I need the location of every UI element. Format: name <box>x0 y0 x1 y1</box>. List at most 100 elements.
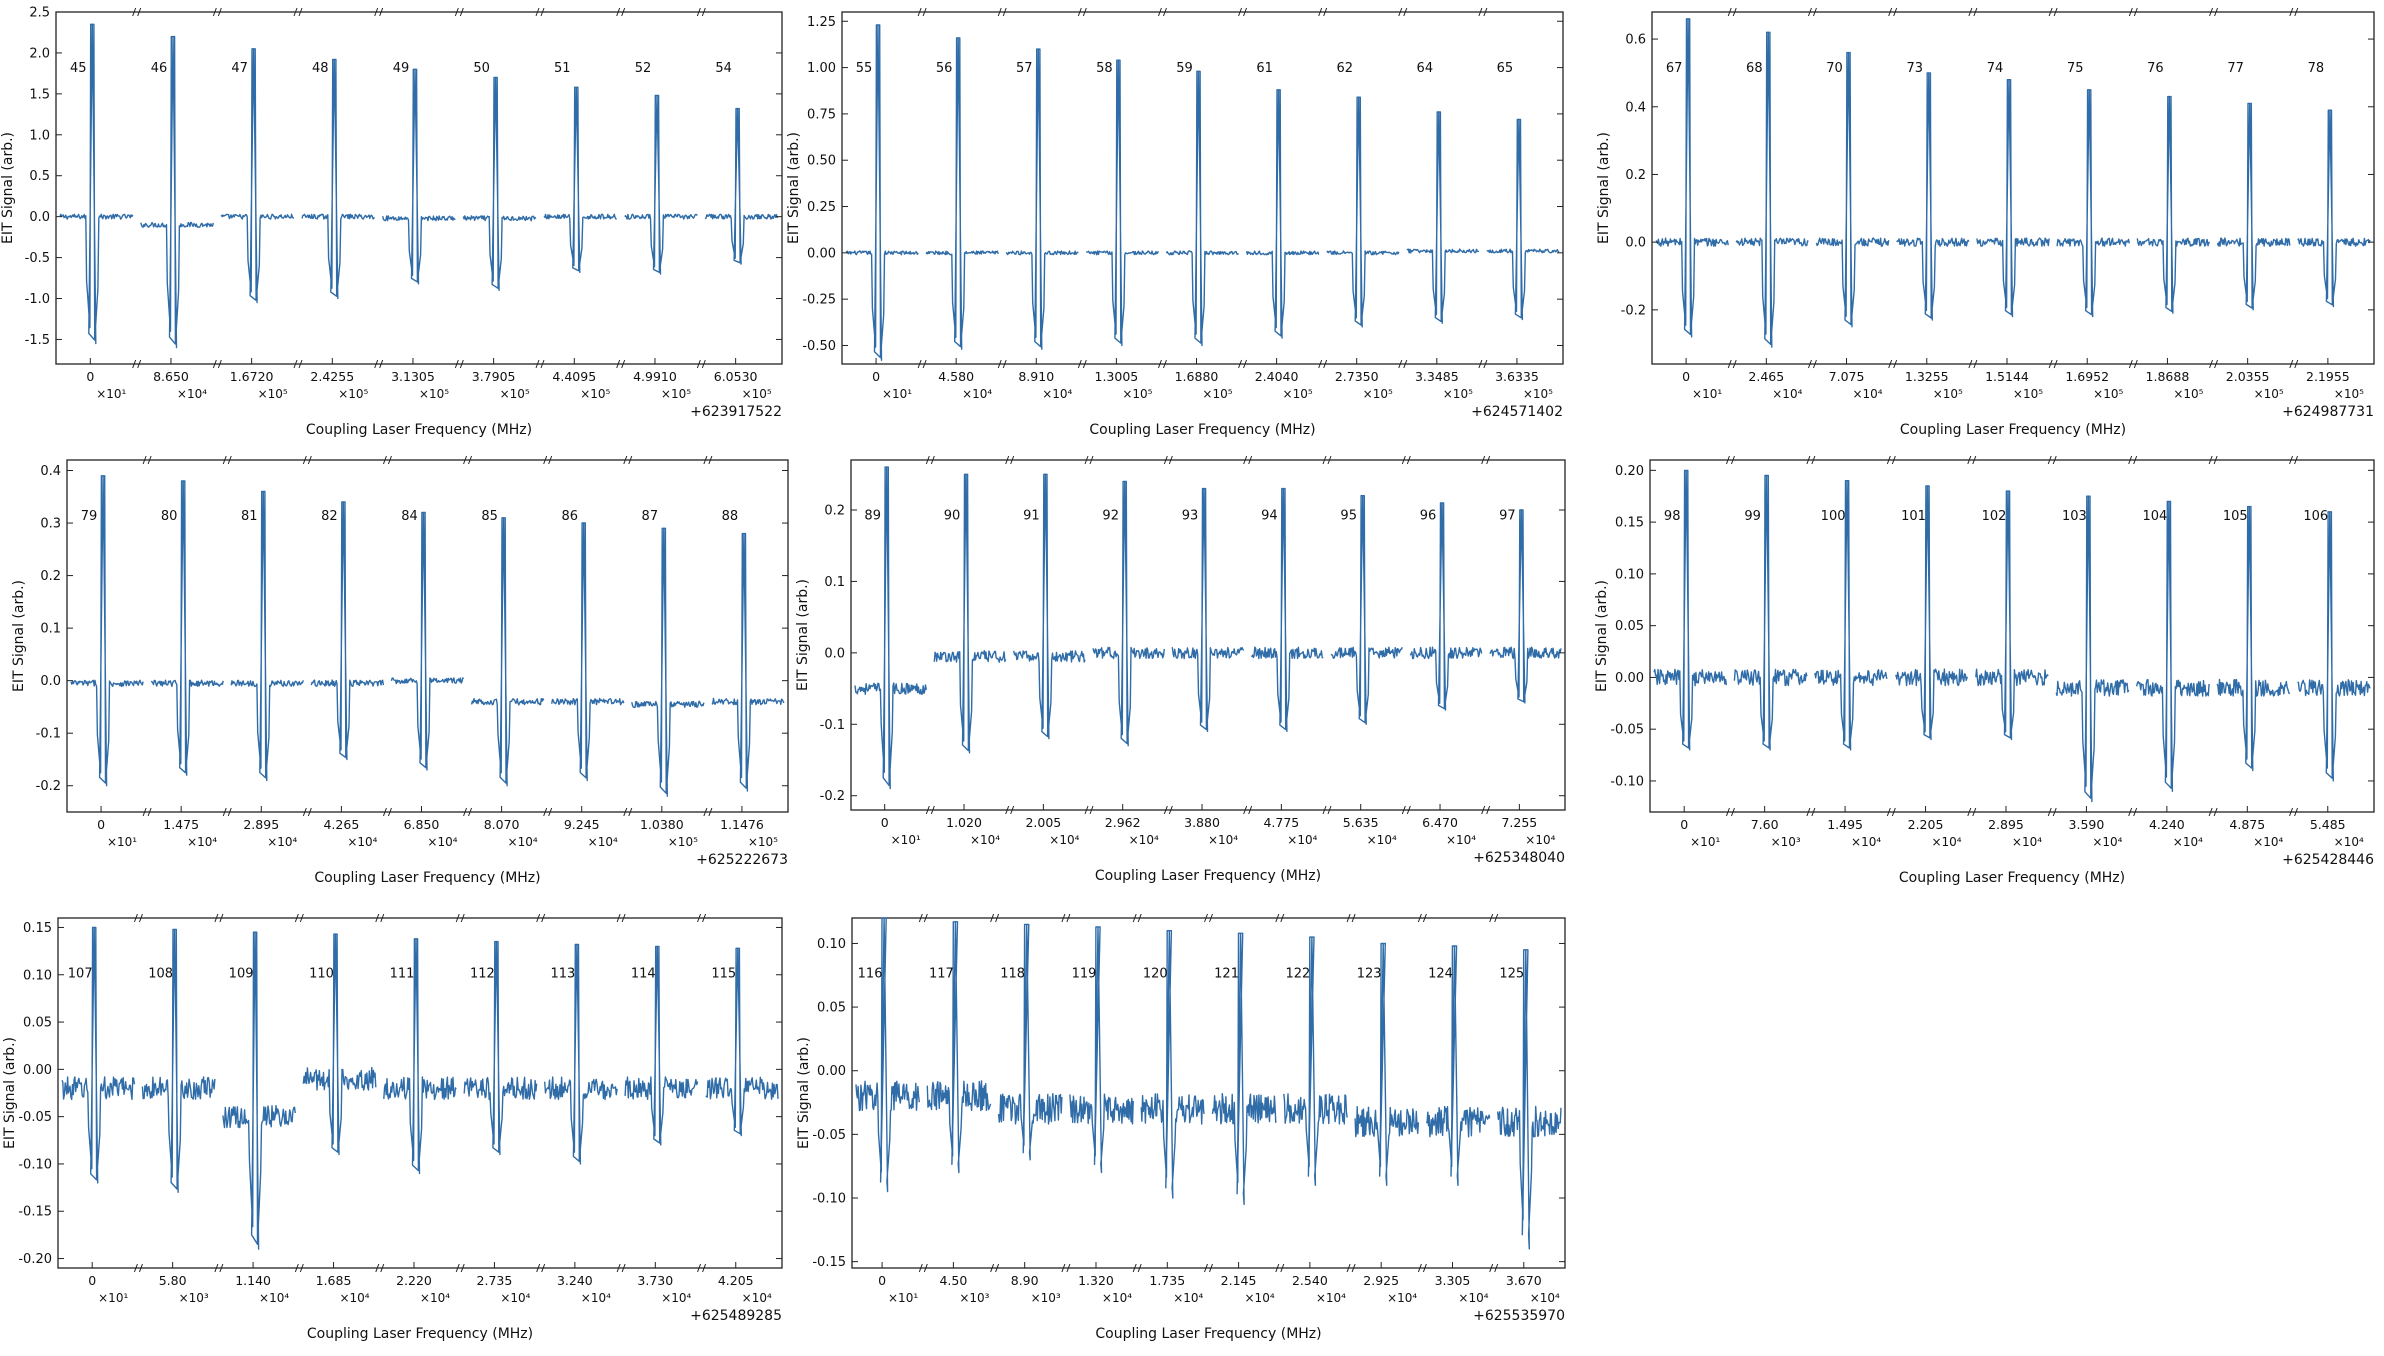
y-tick-label: 0.0 <box>824 646 845 661</box>
axis-break-mark <box>307 455 312 465</box>
axis-break-mark <box>1243 7 1248 17</box>
axis-break-mark <box>702 913 707 923</box>
peak-label: 124 <box>1428 967 1453 982</box>
axis-break-mark <box>2213 807 2218 817</box>
axis-break-mark <box>1972 807 1977 817</box>
axis-break-mark <box>1807 7 1812 17</box>
x-tick-label: 0 <box>1680 817 1688 832</box>
axis-break-mark <box>302 455 307 465</box>
peak-label: 78 <box>2308 61 2325 76</box>
axis-break-mark <box>1238 359 1243 369</box>
axis-break-mark <box>142 455 147 465</box>
x-tick-multiplier: ×10⁴ <box>427 835 457 849</box>
x-tick-label: 1.735 <box>1149 1273 1185 1288</box>
axis-break-mark <box>1238 7 1243 17</box>
axis-break-mark <box>2133 455 2138 465</box>
x-tick-label: 1.6720 <box>230 369 274 384</box>
peak-label: 79 <box>81 509 98 524</box>
peak-label: 89 <box>864 509 881 524</box>
y-tick-label: 1.00 <box>807 61 836 76</box>
resonance-trace-67 <box>1655 18 1729 338</box>
x-tick-multiplier: ×10⁴ <box>2173 835 2203 849</box>
x-tick-label: 6.850 <box>404 817 440 832</box>
peak-label: 105 <box>2223 509 2248 524</box>
axis-break-mark <box>1243 359 1248 369</box>
x-tick-multiplier: ×10⁵ <box>2013 387 2043 401</box>
axis-break-mark <box>701 359 706 369</box>
resonance-trace-91 <box>1013 473 1086 740</box>
resonance-trace-62 <box>1326 96 1400 328</box>
resonance-trace-120 <box>1140 930 1206 1199</box>
axis-break-mark <box>1967 807 1972 817</box>
axis-break-mark <box>541 1263 546 1273</box>
y-tick-label: -1.0 <box>25 292 50 307</box>
resonance-trace-51 <box>543 86 617 273</box>
axis-break-mark <box>1243 805 1248 815</box>
axis-break-mark <box>1061 1263 1066 1273</box>
axis-break-mark <box>697 1263 702 1273</box>
y-tick-label: 1.5 <box>29 87 50 102</box>
resonance-trace-57 <box>1005 48 1079 350</box>
x-axis-label: Coupling Laser Frequency (MHz) <box>1899 870 2125 886</box>
y-tick-label: 0.05 <box>23 1016 52 1031</box>
resonance-trace-58 <box>1085 59 1160 347</box>
axis-break-mark <box>621 1263 626 1273</box>
chart-panel-4: 79 0×10¹ 80 1.475 ×10⁴ 81 2.895 ×10⁴ 82 4.265 ×10⁴… <box>11 455 789 886</box>
axis-break-mark <box>2289 7 2294 17</box>
axis-break-mark <box>1401 805 1406 815</box>
x-tick-label: 4.580 <box>938 369 974 384</box>
x-tick-multiplier: ×10⁴ <box>2253 835 2283 849</box>
axis-break-mark <box>1061 913 1066 923</box>
axis-break-mark <box>540 359 545 369</box>
peak-label: 85 <box>481 509 498 524</box>
axis-break-mark <box>460 1263 465 1273</box>
x-tick-multiplier: ×10⁴ <box>1852 387 1882 401</box>
axis-break-mark <box>1066 913 1071 923</box>
y-tick-label: -0.10 <box>18 1157 52 1172</box>
axis-break-mark <box>1168 455 1173 465</box>
peak-label: 107 <box>68 967 93 982</box>
axis-break-mark <box>1010 455 1015 465</box>
y-tick-label: -0.2 <box>1621 303 1646 318</box>
peak-label: 110 <box>309 967 334 982</box>
resonance-trace-92 <box>1092 480 1165 747</box>
y-tick-label: -0.15 <box>812 1255 846 1270</box>
peak-label: 99 <box>1744 509 1761 524</box>
x-tick-label: 4.205 <box>718 1273 754 1288</box>
x-tick-label: 2.7350 <box>1335 369 1379 384</box>
axis-break-mark <box>1132 913 1137 923</box>
axis-break-mark <box>1077 7 1082 17</box>
axis-break-mark <box>222 807 227 817</box>
y-tick-label: 0.20 <box>1615 464 1644 479</box>
axis-break-mark <box>1403 7 1408 17</box>
axis-break-mark <box>455 1263 460 1273</box>
x-tick-label: 3.6335 <box>1495 369 1539 384</box>
peak-label: 109 <box>229 967 254 982</box>
y-tick-label: 0.2 <box>40 569 61 584</box>
chart-panel-8: 116 0×10¹ 117 4.50 ×10³ 118 8.90 ×10³ 119 1.320 ×1… <box>796 913 1566 1342</box>
peak-label: 117 <box>929 967 954 982</box>
axis-break-mark <box>1725 807 1730 817</box>
axis-break-mark <box>1005 455 1010 465</box>
x-tick-label: 5.80 <box>159 1273 187 1288</box>
peak-label: 96 <box>1420 509 1437 524</box>
y-tick-label: 0.75 <box>807 107 836 122</box>
x-tick-label: 2.895 <box>243 817 279 832</box>
axis-break-mark <box>1732 7 1737 17</box>
axis-break-mark <box>1089 805 1094 815</box>
axis-break-mark <box>227 807 232 817</box>
axis-break-mark <box>2053 359 2058 369</box>
axis-break-mark <box>1806 455 1811 465</box>
axis-break-mark <box>379 7 384 17</box>
peak-label: 77 <box>2227 61 2244 76</box>
x-tick-label: 0 <box>878 1273 886 1288</box>
peak-label: 103 <box>2062 509 2087 524</box>
axis-break-mark <box>379 359 384 369</box>
axis-break-mark <box>298 7 303 17</box>
x-tick-label: 0 <box>97 817 105 832</box>
axis-break-mark <box>2133 7 2138 17</box>
axis-break-mark <box>917 359 922 369</box>
axis-break-mark <box>1727 7 1732 17</box>
x-tick-multiplier: ×10⁴ <box>1049 833 1079 847</box>
